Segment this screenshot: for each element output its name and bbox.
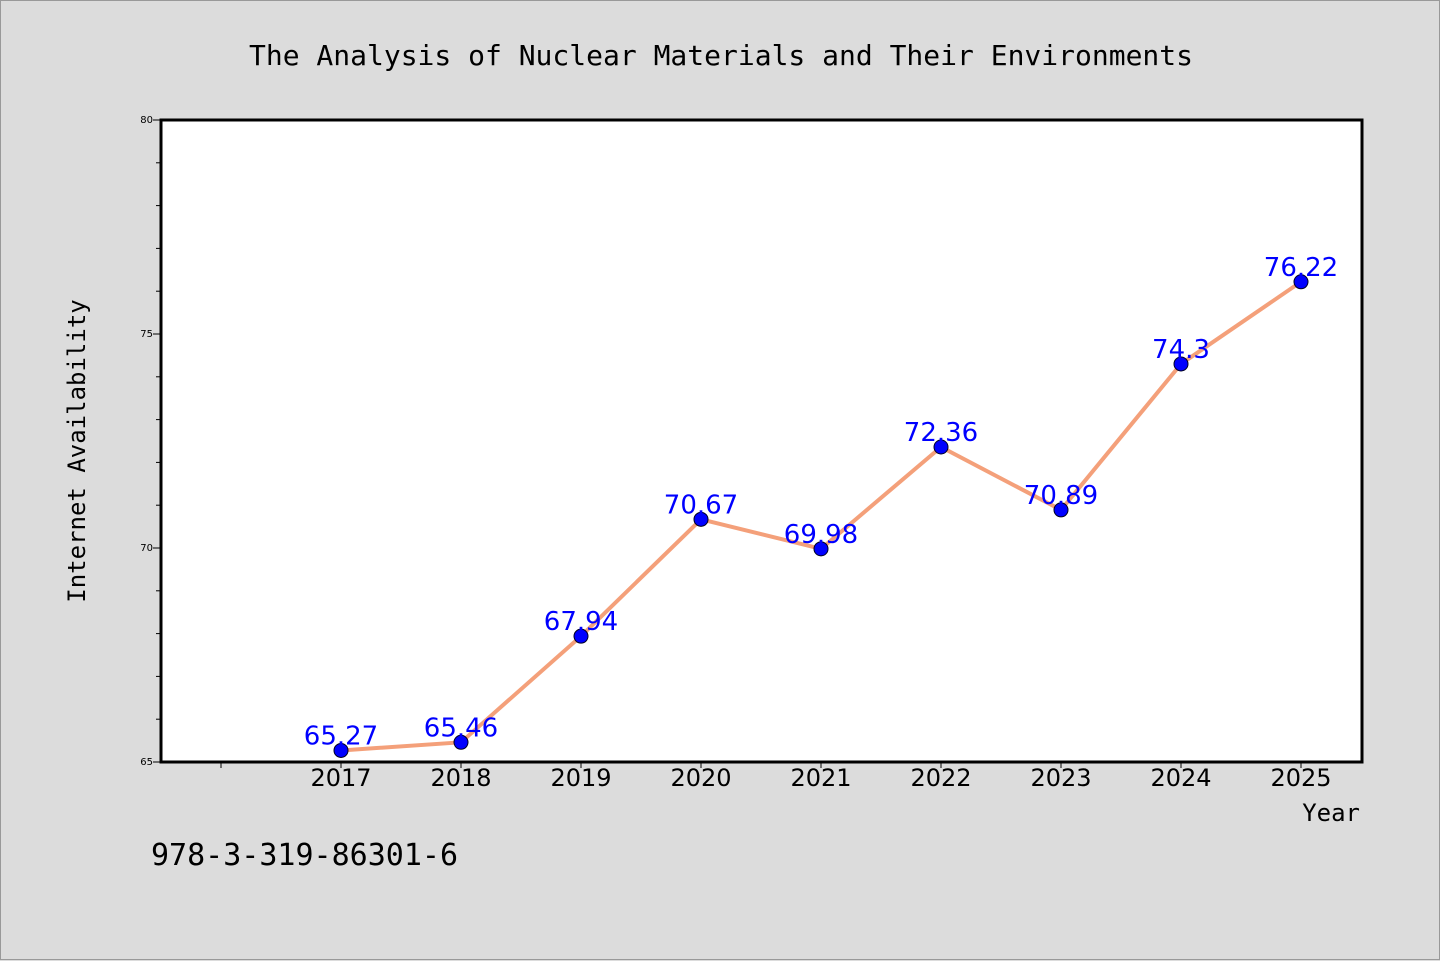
- data-labels: 65.27 65.46 67.94 70.67 69.98 72.36 70.89 74.3 7…: [304, 253, 1338, 752]
- data-point: [693, 511, 709, 527]
- y-axis-label: Internet Availability: [63, 299, 91, 602]
- chart-title: The Analysis of Nuclear Materials and Th…: [249, 39, 1193, 72]
- isbn-text: 978-3-319-86301-6: [151, 838, 458, 873]
- data-label: 74.3: [1152, 335, 1210, 365]
- data-label: 76.22: [1264, 253, 1338, 283]
- data-label: 70.67: [664, 490, 738, 520]
- y-tick-label: 80: [140, 115, 153, 126]
- x-tick-label: 2022: [910, 764, 971, 792]
- x-tick-label: 2018: [430, 764, 491, 792]
- x-tick-label: 2019: [550, 764, 611, 792]
- data-label: 65.27: [304, 721, 378, 751]
- y-axis: 65 70 75 80: [140, 115, 161, 768]
- data-point: [1053, 502, 1069, 518]
- data-label: 65.46: [424, 713, 498, 743]
- x-axis: 2017 2018 2019 2020 2021 2022 2023 2024 2025: [220, 762, 1332, 792]
- x-tick-label: 2025: [1270, 764, 1331, 792]
- data-point: [813, 541, 829, 557]
- y-tick-label: 75: [140, 329, 153, 340]
- x-tick-label: 2017: [310, 764, 371, 792]
- data-point: [933, 439, 949, 455]
- y-tick-label: 65: [140, 757, 153, 768]
- data-point: [573, 628, 589, 644]
- data-label: 67.94: [544, 607, 618, 637]
- x-tick-label: 2023: [1030, 764, 1091, 792]
- x-tick-label: 2021: [790, 764, 851, 792]
- series-layer: [333, 274, 1309, 758]
- x-tick-label: 2020: [670, 764, 731, 792]
- x-tick-label: 2024: [1150, 764, 1211, 792]
- data-point: [1293, 274, 1309, 290]
- data-point: [1173, 356, 1189, 372]
- y-tick-label: 70: [140, 543, 153, 554]
- data-point: [453, 734, 469, 750]
- data-label: 72.36: [904, 418, 978, 448]
- plot-area: [159, 118, 1364, 764]
- data-label: 70.89: [1024, 481, 1098, 511]
- x-axis-label: Year: [1302, 799, 1360, 827]
- data-label: 69.98: [784, 520, 858, 550]
- data-point: [333, 742, 349, 758]
